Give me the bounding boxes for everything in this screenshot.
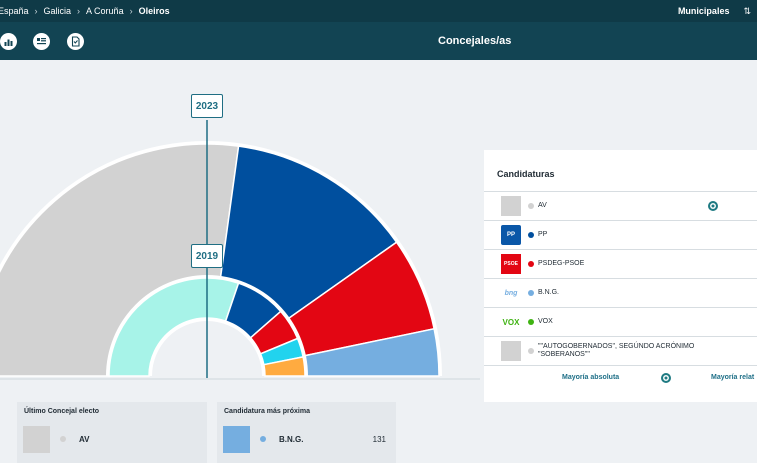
chevron-right-icon: › xyxy=(77,6,81,16)
document-icon xyxy=(71,36,80,47)
party-swatch xyxy=(223,426,250,453)
chart-view-button[interactable] xyxy=(0,33,17,50)
party-color-dot xyxy=(528,232,534,238)
candidaturas-panel: Candidaturas AV PP PP PSOE PSDEG-PSOE bn… xyxy=(484,150,757,402)
party-name: AV xyxy=(538,202,547,209)
party-color-dot xyxy=(528,203,534,209)
list-view-button[interactable] xyxy=(33,33,50,50)
majority-relative-label: Mayoría relat xyxy=(711,374,755,381)
legend-row-autogobernados[interactable]: ""AUTOGOBERNADOS", SEGÚNDO ACRÓNIMO "SOB… xyxy=(484,336,757,366)
party-name: B.N.G. xyxy=(279,435,304,444)
seat-chart: 2023 2019 xyxy=(0,60,480,390)
majority-absolute-icon xyxy=(661,373,671,383)
document-view-button[interactable] xyxy=(67,33,84,50)
party-swatch xyxy=(23,426,50,453)
chart-2019 xyxy=(106,275,308,377)
breadcrumb-item-country[interactable]: España xyxy=(0,6,29,16)
party-color-dot xyxy=(60,436,66,442)
view-toolbar: Concejales/as xyxy=(0,22,757,60)
legend-row-pp[interactable]: PP PP xyxy=(484,220,757,249)
party-name: ""AUTOGOBERNADOS", SEGÚNDO ACRÓNIMO "SOB… xyxy=(538,343,695,358)
party-name: AV xyxy=(79,435,90,444)
vox-logo-icon: VOX xyxy=(501,312,521,332)
election-type-select[interactable]: Municipales xyxy=(677,6,730,16)
majority-legend: Mayoría absoluta Mayoría relat xyxy=(484,373,757,392)
page-title: Concejales/as xyxy=(438,35,512,47)
sort-icon[interactable]: ⇅ xyxy=(743,5,751,16)
legend-row-bng[interactable]: bng B.N.G. xyxy=(484,278,757,307)
chevron-right-icon: › xyxy=(129,6,133,16)
year-badge-2019[interactable]: 2019 xyxy=(191,244,223,268)
party-logo xyxy=(501,341,521,361)
card-title: Último Concejal electo xyxy=(24,408,100,415)
majority-marker-icon xyxy=(708,201,718,211)
party-color-dot xyxy=(528,348,534,354)
bar-chart-icon xyxy=(4,39,13,46)
legend-row-vox[interactable]: VOX VOX xyxy=(484,307,757,336)
breadcrumb-item-municipality: Oleiros xyxy=(138,6,170,16)
party-name: B.N.G. xyxy=(538,289,560,296)
candidaturas-title: Candidaturas xyxy=(497,169,555,179)
seat-segment-party-4[interactable] xyxy=(263,355,306,377)
votes-needed-value: 131 xyxy=(372,435,386,444)
majority-absolute-label: Mayoría absoluta xyxy=(562,374,620,381)
breadcrumb: España › Galicia › A Coruña › Oleiros xyxy=(0,6,170,16)
next-candidate-card: Candidatura más próxima B.N.G. 131 xyxy=(217,402,396,463)
breadcrumb-item-province[interactable]: A Coruña xyxy=(86,6,124,16)
legend-row-av[interactable]: AV xyxy=(484,191,757,220)
party-name: PSDEG-PSOE xyxy=(538,260,585,267)
party-logo xyxy=(501,196,521,216)
hemicycle-chart xyxy=(0,120,480,380)
list-icon xyxy=(37,38,46,45)
party-color-dot xyxy=(528,319,534,325)
breadcrumb-item-region[interactable]: Galicia xyxy=(43,6,72,16)
legend-row-psoe[interactable]: PSOE PSDEG-PSOE xyxy=(484,249,757,278)
chevron-right-icon: › xyxy=(34,6,38,16)
party-color-dot xyxy=(528,261,534,267)
top-bar: España › Galicia › A Coruña › Oleiros Mu… xyxy=(0,0,757,22)
party-color-dot xyxy=(260,436,266,442)
psoe-logo-icon: PSOE xyxy=(501,254,521,274)
year-badge-2023[interactable]: 2023 xyxy=(191,94,223,118)
party-color-dot xyxy=(528,290,534,296)
party-name: VOX xyxy=(538,318,553,325)
seat-segment-av[interactable] xyxy=(108,277,240,377)
pp-logo-icon: PP xyxy=(501,225,521,245)
party-name: PP xyxy=(538,231,548,238)
card-title: Candidatura más próxima xyxy=(224,408,310,415)
last-elected-card: Último Concejal electo AV xyxy=(17,402,207,463)
bng-logo-icon: bng xyxy=(501,283,521,303)
